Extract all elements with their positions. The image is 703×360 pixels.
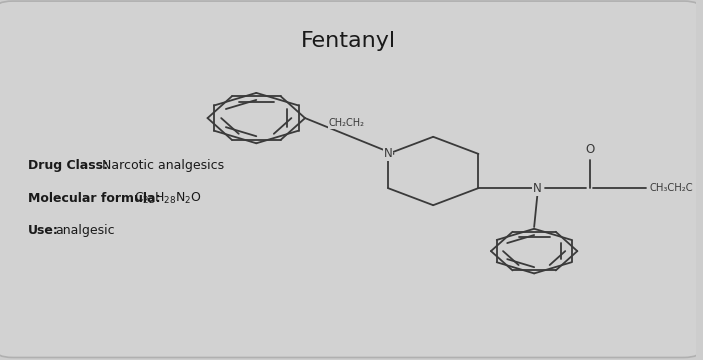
Text: Narcotic analgesics: Narcotic analgesics (103, 159, 224, 172)
Text: N: N (384, 147, 392, 161)
Text: O: O (585, 143, 595, 156)
Text: C$_{22}$H$_{28}$N$_{2}$O: C$_{22}$H$_{28}$N$_{2}$O (134, 190, 202, 206)
Text: Use:: Use: (28, 224, 59, 237)
Text: Molecular formula:: Molecular formula: (28, 192, 160, 204)
Text: N: N (534, 181, 542, 195)
Text: analgesic: analgesic (56, 224, 115, 237)
Text: Drug Class:: Drug Class: (28, 159, 108, 172)
Text: CH₃CH₂C: CH₃CH₂C (649, 183, 692, 193)
Text: CH₂CH₂: CH₂CH₂ (328, 118, 364, 128)
Text: Fentanyl: Fentanyl (301, 31, 396, 51)
